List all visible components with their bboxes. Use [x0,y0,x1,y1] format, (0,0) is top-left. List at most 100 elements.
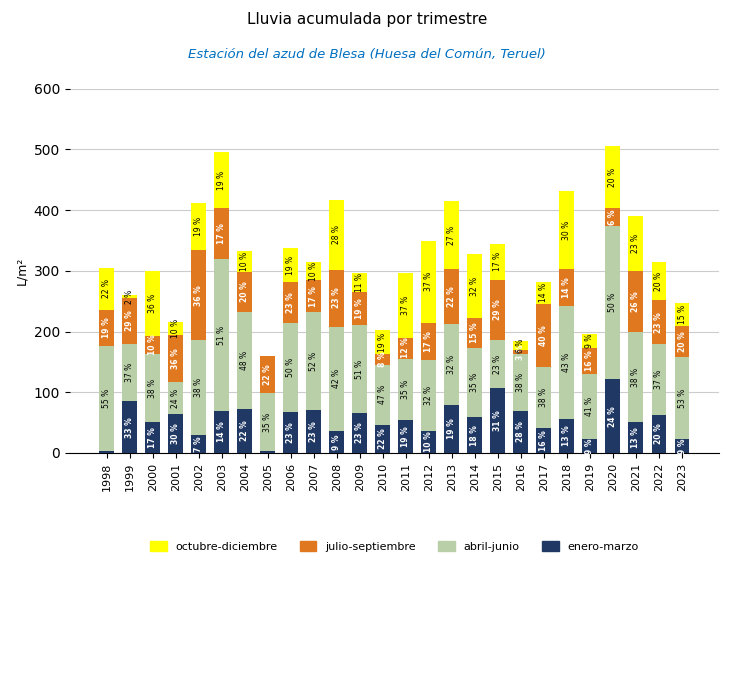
Bar [237,409,252,453]
Text: 50 %: 50 % [608,293,617,313]
Bar [237,272,252,312]
Bar [421,241,436,323]
Bar [122,402,137,453]
Text: 36 %: 36 % [195,285,203,306]
Text: 17 %: 17 % [217,223,226,244]
Text: 47 %: 47 % [378,385,388,405]
Text: 2 %: 2 % [126,289,134,304]
Bar [306,262,321,281]
Bar [628,422,644,453]
Bar [168,383,184,414]
Bar [214,259,229,411]
Bar [675,439,689,453]
Bar [652,345,666,415]
Bar [375,425,390,453]
Text: 15 %: 15 % [470,323,479,343]
Text: 38 %: 38 % [195,379,203,398]
Bar [444,324,459,405]
Bar [261,452,275,453]
Bar [306,410,321,453]
Bar [675,358,689,439]
Text: 27 %: 27 % [447,225,457,244]
Bar [537,367,551,428]
Text: 16 %: 16 % [586,351,595,371]
Text: 14 %: 14 % [562,277,572,298]
Bar [628,270,644,332]
Bar [675,303,689,326]
Bar [168,322,184,336]
Bar [421,323,436,360]
Bar [261,393,275,452]
Text: 10 %: 10 % [171,319,180,338]
Bar [490,244,506,280]
Text: 23 %: 23 % [631,234,641,253]
Text: 51 %: 51 % [217,326,226,345]
Text: 32 %: 32 % [447,355,457,375]
Text: 38 %: 38 % [631,368,641,387]
Bar [490,388,506,453]
Text: 10 %: 10 % [309,262,319,281]
Text: 9 %: 9 % [677,439,686,454]
Bar [606,208,620,226]
Text: 37 %: 37 % [655,370,664,389]
Bar [468,255,482,318]
Text: 19 %: 19 % [378,332,388,351]
Text: 43 %: 43 % [562,353,572,372]
Bar [490,340,506,388]
Text: Lluvia acumulada por trimestre: Lluvia acumulada por trimestre [247,12,487,27]
Text: 22 %: 22 % [378,428,388,449]
Text: 18 %: 18 % [470,425,479,445]
Text: 24 %: 24 % [171,389,180,408]
Text: 51 %: 51 % [355,360,364,379]
Bar [306,312,321,410]
Bar [513,341,528,350]
Bar [122,344,137,402]
Bar [330,270,344,327]
Bar [145,422,160,453]
Bar [583,334,597,349]
Text: 19 %: 19 % [195,217,203,236]
Text: 23 %: 23 % [355,423,364,443]
Text: 23 %: 23 % [286,422,295,443]
Text: 53 %: 53 % [677,389,686,408]
Text: 42 %: 42 % [333,369,341,388]
Bar [352,292,367,325]
Text: 15 %: 15 % [677,305,686,324]
Bar [352,273,367,292]
Bar [330,327,344,430]
Text: 9 %: 9 % [586,334,595,349]
Bar [306,281,321,312]
Text: 29 %: 29 % [493,300,502,320]
Bar [352,325,367,413]
Text: 28 %: 28 % [333,225,341,244]
Text: Estación del azud de Blesa (Huesa del Común, Teruel): Estación del azud de Blesa (Huesa del Co… [188,48,546,61]
Text: 9 %: 9 % [586,438,595,454]
Bar [628,216,644,270]
Text: 23 %: 23 % [309,421,319,442]
Text: 29 %: 29 % [126,311,134,332]
Bar [421,431,436,453]
Bar [192,340,206,435]
Bar [559,269,575,306]
Bar [283,323,298,412]
Bar [145,336,160,353]
Bar [513,350,528,354]
Bar [513,411,528,453]
Text: 22 %: 22 % [264,364,272,385]
Bar [261,356,275,393]
Text: 38 %: 38 % [539,388,548,407]
Text: 3 %: 3 % [517,345,526,360]
Bar [652,415,666,453]
Bar [330,200,344,270]
Text: 20 %: 20 % [655,272,664,291]
Bar [444,405,459,453]
Text: 26 %: 26 % [631,291,641,312]
Text: 52 %: 52 % [309,351,319,370]
Text: 38 %: 38 % [148,379,157,398]
Bar [283,412,298,453]
Text: 19 %: 19 % [355,298,364,319]
Legend: octubre-diciembre, julio-septiembre, abril-junio, enero-marzo: octubre-diciembre, julio-septiembre, abr… [145,537,643,556]
Text: 10 %: 10 % [148,334,157,355]
Bar [122,298,137,344]
Text: 17 %: 17 % [424,331,433,352]
